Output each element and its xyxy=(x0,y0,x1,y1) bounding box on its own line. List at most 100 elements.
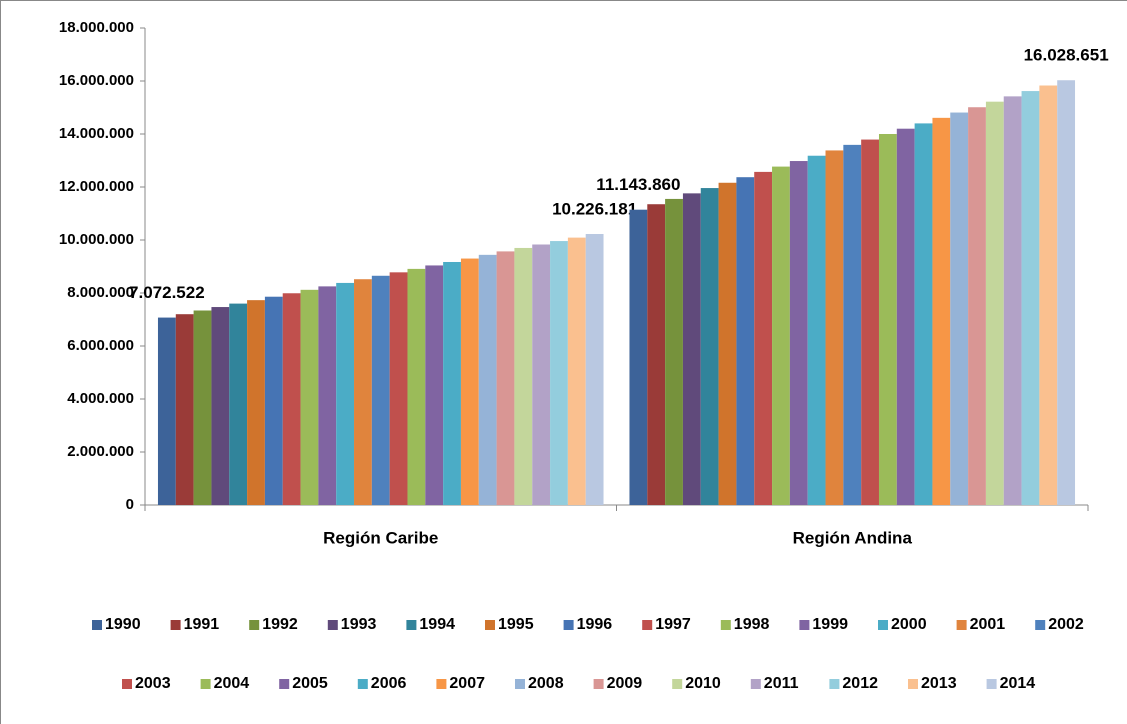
bar xyxy=(914,123,933,506)
bar xyxy=(300,289,319,505)
legend-swatch xyxy=(249,620,260,630)
bar xyxy=(878,134,897,505)
legend-swatch xyxy=(986,679,997,689)
bar xyxy=(789,161,808,505)
bar xyxy=(1003,96,1022,506)
bar xyxy=(1057,80,1076,505)
legend-label: 2005 xyxy=(292,675,328,692)
legend-swatch xyxy=(720,620,731,630)
legend-swatch xyxy=(357,679,368,689)
bar xyxy=(861,139,879,505)
bar xyxy=(532,244,551,505)
bar xyxy=(772,166,790,505)
legend-label: 2009 xyxy=(607,675,643,692)
legend-swatch xyxy=(956,620,967,630)
bar xyxy=(389,272,408,505)
legend-swatch xyxy=(908,679,918,689)
bar xyxy=(843,144,862,506)
legend-label: 1994 xyxy=(419,616,455,633)
legend-swatch xyxy=(878,620,888,630)
legend-label: 2003 xyxy=(135,675,171,692)
legend-label: 2000 xyxy=(891,616,927,633)
bar xyxy=(1039,85,1058,505)
legend-swatch xyxy=(515,679,525,689)
legend-swatch xyxy=(563,620,574,630)
y-tick-label: 6.000.000 xyxy=(67,337,134,354)
legend-swatch xyxy=(170,620,181,630)
legend-label: 2013 xyxy=(921,675,957,692)
legend-label: 1998 xyxy=(734,616,770,633)
bar xyxy=(282,293,301,505)
bar xyxy=(496,251,515,505)
legend-label: 1992 xyxy=(262,616,298,633)
legend-label: 1990 xyxy=(105,616,141,633)
y-tick-label: 14.000.000 xyxy=(59,125,134,142)
bar xyxy=(157,317,176,505)
bar xyxy=(950,112,969,505)
bar xyxy=(718,182,737,505)
legend-swatch xyxy=(799,620,810,630)
bar xyxy=(700,188,719,505)
bar xyxy=(443,261,461,505)
x-tick-label: Región Andina xyxy=(793,528,913,547)
legend-swatch xyxy=(92,620,102,630)
bar xyxy=(550,241,568,505)
legend-swatch xyxy=(1035,620,1046,630)
y-tick-label: 12.000.000 xyxy=(59,178,134,195)
y-tick-label: 0 xyxy=(126,496,134,513)
legend-label: 1993 xyxy=(341,616,377,633)
bar xyxy=(807,155,826,506)
y-tick-label: 18.000.000 xyxy=(59,19,134,36)
y-tick-label: 8.000.000 xyxy=(67,284,134,301)
bar xyxy=(665,198,683,506)
legend-swatch xyxy=(829,679,840,689)
bar xyxy=(647,204,666,505)
bar xyxy=(736,177,755,505)
legend-swatch xyxy=(672,679,683,689)
bar xyxy=(1021,91,1040,505)
legend-label: 2012 xyxy=(842,675,878,692)
data-label: 11.143.860 xyxy=(596,175,680,194)
bar xyxy=(567,237,586,506)
bar xyxy=(896,128,915,505)
bar xyxy=(460,258,479,505)
bar xyxy=(754,171,773,505)
bar xyxy=(932,117,951,506)
legend-label: 1996 xyxy=(577,616,613,633)
legend-swatch xyxy=(485,620,495,630)
y-tick-label: 4.000.000 xyxy=(67,390,134,407)
bar xyxy=(193,310,212,505)
bar xyxy=(825,150,844,505)
bar xyxy=(229,303,248,505)
bar xyxy=(318,286,337,505)
legend-label: 1997 xyxy=(655,616,691,633)
legend-label: 2004 xyxy=(214,675,250,692)
legend-label: 2008 xyxy=(528,675,564,692)
data-label: 7.072.522 xyxy=(129,283,205,302)
bar xyxy=(968,107,986,506)
bar xyxy=(514,247,533,505)
y-tick-label: 16.000.000 xyxy=(59,72,134,89)
bar xyxy=(629,209,648,505)
legend-label: 2010 xyxy=(685,675,721,692)
legend-label: 2011 xyxy=(764,675,799,692)
bar xyxy=(682,193,701,506)
bar xyxy=(585,234,604,505)
y-tick-label: 10.000.000 xyxy=(59,231,134,248)
legend-swatch xyxy=(122,679,132,689)
bar xyxy=(354,279,372,505)
bar xyxy=(211,307,230,505)
bar xyxy=(336,282,355,505)
bar xyxy=(247,300,265,505)
data-label: 10.226.181 xyxy=(552,199,637,218)
legend-label: 1999 xyxy=(812,616,848,633)
legend-swatch xyxy=(750,679,761,689)
legend-label: 1995 xyxy=(498,616,534,633)
x-tick-label: Región Caribe xyxy=(323,528,438,547)
data-label: 16.028.651 xyxy=(1024,46,1109,65)
bar xyxy=(371,275,390,505)
bar xyxy=(407,268,426,505)
legend-label: 2001 xyxy=(970,616,1006,633)
legend-label: 2007 xyxy=(449,675,485,692)
